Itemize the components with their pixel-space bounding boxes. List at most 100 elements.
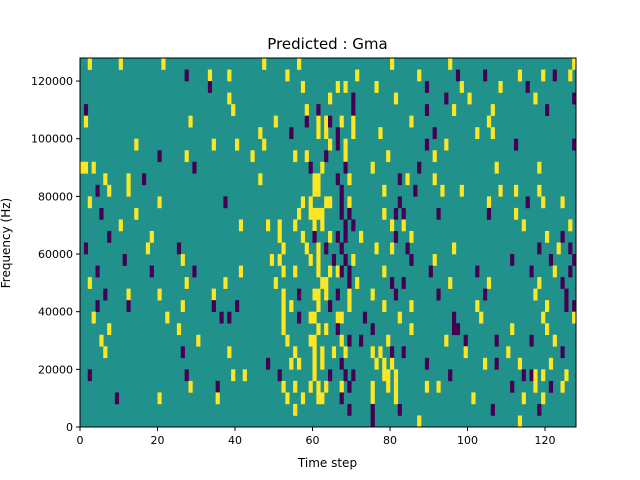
heatmap-cell-high [533,288,538,301]
heatmap-cell-low [560,230,565,243]
heatmap-cell-high [308,207,313,220]
heatmap-cell-high [378,346,383,359]
heatmap-cell-low [176,242,182,255]
heatmap-cell-high [316,127,321,140]
heatmap-cell-high [479,311,484,324]
heatmap-cell-high [300,392,306,405]
heatmap-cell-low [428,265,433,278]
heatmap-cell-high [409,323,414,336]
heatmap-cell-low [192,265,197,278]
y-tick-label: 0 [66,421,73,434]
heatmap-cell-low [335,323,340,336]
heatmap-cell-low [529,369,534,382]
heatmap-cell-high [320,392,325,405]
heatmap-cell-high [339,311,344,324]
heatmap-cell-high [238,219,244,232]
heatmap-cell-high [343,150,348,163]
heatmap-cell-low [436,288,441,301]
heatmap-cell-high [351,127,356,140]
heatmap-cell-low [95,300,100,312]
heatmap-cell-low [510,380,515,393]
heatmap-cell-low [405,242,410,255]
heatmap-cell-high [490,104,495,116]
heatmap-cell-low [417,161,422,174]
heatmap-cell-high [370,380,375,393]
heatmap-cell-low [483,288,488,301]
heatmap-cell-high [564,369,569,382]
heatmap-cell-high [83,115,89,128]
heatmap-cell-high [324,277,329,289]
heatmap-cell-high [316,265,321,278]
heatmap-cell-high [308,334,313,347]
plot-area [79,57,577,428]
heatmap-cell-high [374,357,379,370]
heatmap-cell-high [269,254,275,266]
heatmap-cell-high [328,230,333,243]
heatmap-cell-low [552,69,557,82]
heatmap-cell-high [486,115,492,128]
heatmap-cell-high [343,81,348,93]
heatmap-cell-low [343,219,348,232]
heatmap-cell-high [293,219,298,232]
heatmap-cell-low [370,403,375,416]
heatmap-cell-high [541,392,546,405]
heatmap-cell-high [103,346,108,359]
heatmap-cell-low [564,288,569,301]
heatmap-cell-low [184,69,189,82]
heatmap-cell-high [517,357,523,370]
heatmap-cell-high [324,380,329,393]
heatmap-cell-low [486,207,492,220]
heatmap-cell-low [424,357,430,370]
heatmap-cell-high [316,242,321,255]
heatmap-cell-low [180,346,185,359]
heatmap-cell-low [401,207,406,220]
heatmap-cell-high [436,380,441,393]
heatmap-cell-low [455,323,461,336]
heatmap-cell-low [525,196,530,209]
heatmap-cell-low [448,369,453,382]
heatmap-cell-high [235,138,240,151]
heatmap-cell-high [409,115,414,128]
heatmap-cell-low [207,81,213,93]
heatmap-cell-high [103,173,108,186]
heatmap-cell-high [545,230,550,243]
heatmap-cell-low [339,242,344,255]
heatmap-cell-high [494,161,499,174]
y-tick-label: 20000 [38,363,73,376]
heatmap-cell-high [320,277,325,289]
heatmap-cell-high [533,380,538,393]
heatmap-cell-low [560,346,565,359]
heatmap-cell-low [529,265,534,278]
heatmap-cell-low [347,207,352,220]
heatmap-cell-high [335,311,340,324]
heatmap-cell-high [277,230,282,243]
heatmap-cell-high [227,92,232,105]
heatmap-cell-low [142,173,147,186]
heatmap-cell-high [285,334,290,347]
heatmap-cell-low [463,334,468,347]
heatmap-cell-high [180,254,185,266]
heatmap-cell-low [432,127,437,140]
heatmap-cell-high [444,334,449,347]
heatmap-cell-high [351,254,356,266]
heatmap-cell-high [537,184,542,197]
heatmap-cell-high [390,357,395,370]
heatmap-cell-high [87,58,92,70]
heatmap-cell-low [572,254,577,266]
heatmap-cell-high [448,277,453,289]
heatmap-cell-low [99,207,104,220]
heatmap-cell-low [114,392,120,405]
heatmap-cell-high [390,58,395,70]
heatmap-cell-high [486,196,492,209]
heatmap-cell-low [266,357,271,370]
heatmap-cell-high [297,357,302,370]
heatmap-cell-low [324,150,329,163]
heatmap-cell-low [219,311,224,324]
heatmap-cell-high [281,242,286,255]
heatmap-cell-high [238,265,244,278]
heatmap-cell-low [347,334,352,347]
heatmap-cell-high [328,265,333,278]
heatmap-cell-high [118,58,123,70]
heatmap-cell-high [324,288,329,301]
heatmap-cell-high [382,369,387,382]
